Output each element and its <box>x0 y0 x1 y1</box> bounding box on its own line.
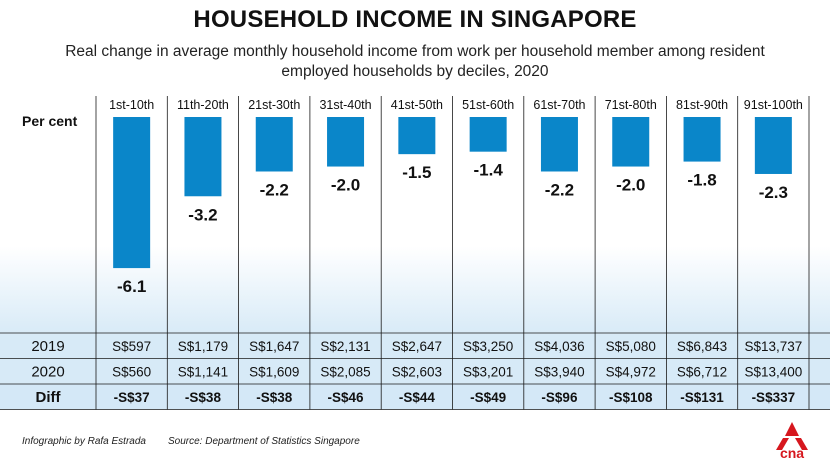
table-cell: -S$44 <box>399 390 436 405</box>
data-label: -1.4 <box>474 161 504 180</box>
table-cell: S$13,400 <box>744 365 802 380</box>
category-label: 21st-30th <box>248 98 300 112</box>
bar <box>255 117 293 172</box>
table-cell: S$2,603 <box>392 365 442 380</box>
bar <box>184 117 222 197</box>
category-label: 1st-10th <box>109 98 154 112</box>
table-cell: S$3,201 <box>463 365 513 380</box>
table-cell: S$4,972 <box>606 365 656 380</box>
table-cell: S$560 <box>112 365 151 380</box>
data-label: -2.0 <box>616 176 645 195</box>
data-label: -2.2 <box>545 180 574 199</box>
table-cell: S$1,179 <box>178 339 228 354</box>
table-cell: S$3,940 <box>534 365 584 380</box>
data-label: -6.1 <box>117 277 146 296</box>
data-label: -1.5 <box>402 163 431 182</box>
category-label: 51st-60th <box>462 98 514 112</box>
data-label: -3.2 <box>188 205 217 224</box>
category-label: 31st-40th <box>319 98 371 112</box>
category-label: 71st-80th <box>605 98 657 112</box>
bar <box>612 117 650 167</box>
table-cell: S$6,712 <box>677 365 727 380</box>
table-cell: S$2,647 <box>392 339 442 354</box>
table-cell: S$597 <box>112 339 151 354</box>
table-cell: -S$38 <box>185 390 222 405</box>
table-cell: -S$38 <box>256 390 293 405</box>
data-label: -1.8 <box>687 171 716 190</box>
table-cell: S$1,609 <box>249 365 299 380</box>
bar <box>540 117 578 172</box>
table-cell: S$3,250 <box>463 339 513 354</box>
table-cell: -S$37 <box>114 390 150 405</box>
table-row-label: 2020 <box>31 364 64 381</box>
source-note: Source: Department of Statistics Singapo… <box>168 436 360 447</box>
category-label: 61st-70th <box>533 98 585 112</box>
table-cell: -S$108 <box>609 390 653 405</box>
table-cell: S$4,036 <box>534 339 584 354</box>
table-cell: S$2,085 <box>320 365 370 380</box>
category-label: 81st-90th <box>676 98 728 112</box>
category-label: 41st-50th <box>391 98 443 112</box>
table-cell: S$5,080 <box>606 339 656 354</box>
table-cell: S$1,647 <box>249 339 299 354</box>
table-cell: -S$46 <box>328 390 365 405</box>
chart-subtitle: Real change in average monthly household… <box>65 43 765 80</box>
bar <box>683 117 721 162</box>
data-label: -2.2 <box>260 180 289 199</box>
table-cell: S$13,737 <box>744 339 802 354</box>
category-label: 11th-20th <box>177 98 229 112</box>
y-axis-label: Per cent <box>22 113 78 129</box>
bar <box>327 117 365 167</box>
table-cell: -S$49 <box>470 390 506 405</box>
table-cell: -S$96 <box>541 390 578 405</box>
chart-title: HOUSEHOLD INCOME IN SINGAPORE <box>193 6 637 33</box>
table-cell: S$1,141 <box>178 365 228 380</box>
bar <box>113 117 151 269</box>
table-cell: -S$337 <box>752 390 796 405</box>
diff-row-background <box>0 384 830 410</box>
table-row-label: 2019 <box>31 338 64 355</box>
table-cell: S$6,843 <box>677 339 727 354</box>
category-label: 91st-100th <box>744 98 803 112</box>
bar <box>398 117 436 155</box>
bar <box>469 117 507 152</box>
cna-logo-icon <box>776 422 808 450</box>
table-cell: S$2,131 <box>320 339 370 354</box>
cna-logo-text: cna <box>779 445 805 461</box>
data-label: -2.3 <box>759 183 788 202</box>
bar <box>754 117 792 174</box>
table-row-label: Diff <box>36 389 62 406</box>
infographic-credit: Infographic by Rafa Estrada <box>22 436 146 447</box>
data-label: -2.0 <box>331 176 360 195</box>
table-cell: -S$131 <box>680 390 724 405</box>
